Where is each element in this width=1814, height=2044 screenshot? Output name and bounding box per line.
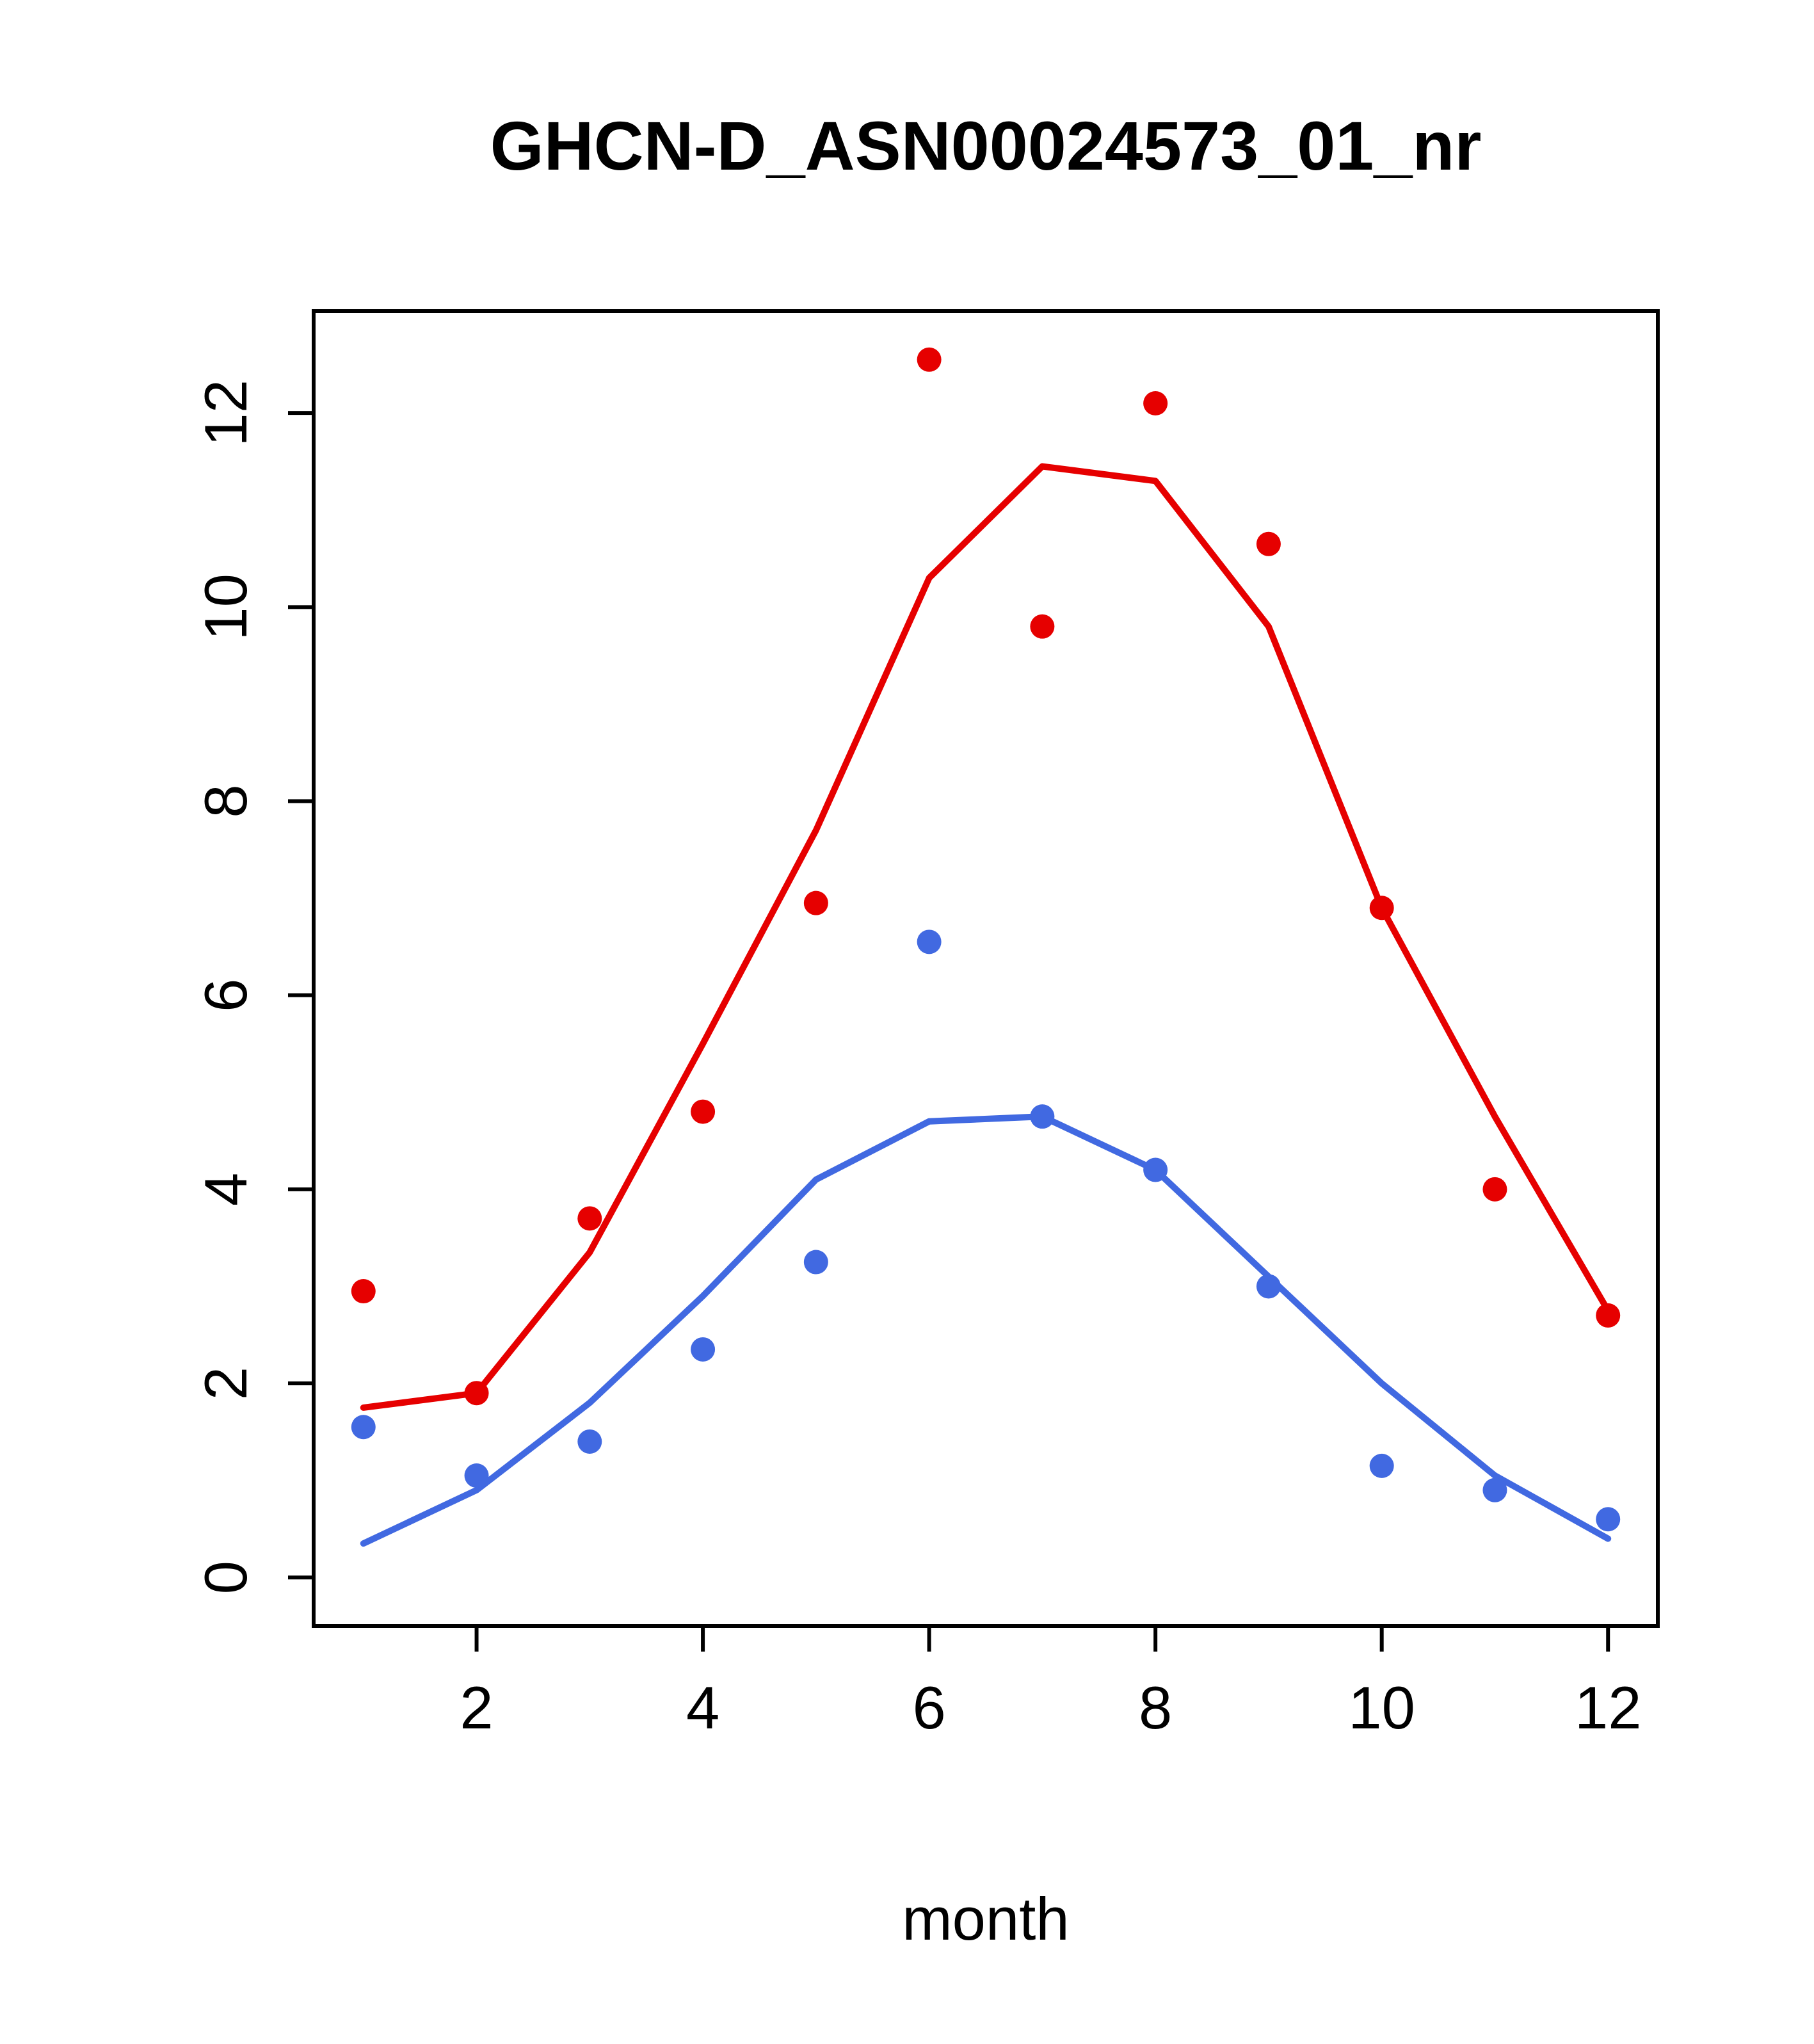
blue-monthly-points-marker [691, 1337, 716, 1362]
x-tick-label: 2 [460, 1674, 493, 1741]
x-tick-label: 12 [1575, 1674, 1642, 1741]
y-tick-label: 8 [192, 784, 259, 817]
red-monthly-points-marker [1482, 1177, 1507, 1202]
y-tick-label: 0 [192, 1561, 259, 1594]
blue-fitted-line [360, 1113, 1612, 1547]
x-tick-label: 8 [1139, 1674, 1172, 1741]
red-monthly-points-marker [464, 1381, 489, 1406]
blue-monthly-points-marker [1369, 1453, 1394, 1478]
red-monthly-points-marker [803, 890, 828, 915]
red-monthly-points-marker [1256, 531, 1281, 556]
plot-border [312, 309, 1660, 1628]
x-tick-label: 10 [1348, 1674, 1415, 1741]
red-monthly-points-marker [1143, 391, 1168, 416]
red-monthly-points-marker [1369, 896, 1394, 921]
blue-monthly-points-marker [464, 1463, 489, 1488]
y-tick-label: 12 [192, 380, 259, 447]
x-tick-label: 6 [912, 1674, 945, 1741]
blue-monthly-points-marker [917, 929, 942, 954]
blue-monthly-points-marker [1143, 1157, 1168, 1182]
plot-area: 2 4 6 8 10 12 0 2 4 6 8 10 12 [192, 309, 1660, 1741]
blue-monthly-points-marker [1256, 1274, 1281, 1299]
y-tick-label: 6 [192, 979, 259, 1012]
blue-monthly-points-marker [1030, 1104, 1055, 1129]
blue-monthly-points-marker [803, 1250, 828, 1275]
blue-monthly-points-marker [577, 1429, 602, 1454]
red-monthly-points-marker [351, 1279, 376, 1304]
red-fitted-line [360, 463, 1612, 1411]
y-tick-label: 10 [192, 574, 259, 641]
x-axis-label: month [902, 1885, 1069, 1952]
blue-monthly-points-marker [351, 1415, 376, 1440]
red-monthly-points-marker [691, 1099, 716, 1124]
blue-monthly-points-marker [1596, 1507, 1621, 1532]
y-tick-label: 4 [192, 1173, 259, 1206]
red-monthly-points-marker [1596, 1303, 1621, 1328]
red-monthly-points-marker [917, 347, 942, 372]
y-tick-label: 2 [192, 1367, 259, 1400]
blue-monthly-points-marker [1482, 1477, 1507, 1502]
x-tick-label: 4 [686, 1674, 719, 1741]
red-monthly-points-marker [577, 1206, 602, 1231]
chart-title: GHCN-D_ASN00024573_01_nr [490, 107, 1482, 184]
red-monthly-points-marker [1030, 614, 1055, 639]
